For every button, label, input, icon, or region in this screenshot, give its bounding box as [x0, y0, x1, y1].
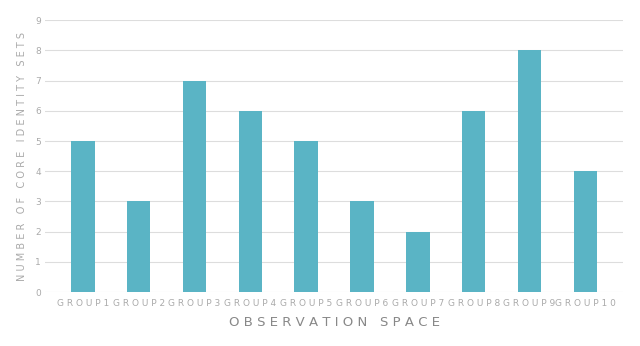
Bar — [127, 201, 150, 292]
Y-axis label: N U M B E R   O F   C O R E   I D E N T I T Y   S E T S: N U M B E R O F C O R E I D E N T I T Y … — [17, 31, 27, 281]
X-axis label: O B S E R V A T I O N   S P A C E: O B S E R V A T I O N S P A C E — [228, 316, 440, 329]
Bar — [239, 111, 262, 292]
Bar — [71, 141, 95, 292]
Bar — [350, 201, 374, 292]
Bar — [462, 111, 485, 292]
Bar — [294, 141, 318, 292]
Bar — [406, 231, 429, 292]
Bar — [573, 171, 597, 292]
Bar — [518, 51, 541, 292]
Bar — [183, 81, 206, 292]
